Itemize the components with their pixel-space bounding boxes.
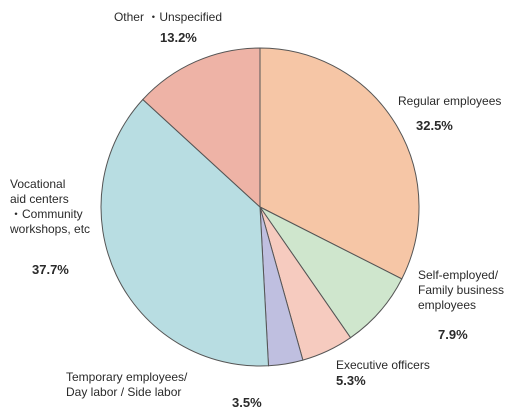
label-executive-officers: Executive officers: [336, 358, 430, 372]
label-vocational-aid: Vocational aid centers ・Community worksh…: [10, 177, 91, 236]
value-vocational-aid: 37.7%: [32, 262, 69, 277]
value-self-employed: 7.9%: [438, 327, 468, 342]
value-other-unspecified: 13.2%: [160, 30, 197, 45]
pie-slice-4: [100, 98, 270, 367]
label-temporary-employees: Temporary employees/ Day labor / Side la…: [66, 370, 188, 399]
label-regular-employees: Regular employees: [398, 94, 502, 108]
value-executive-officers: 5.3%: [336, 373, 366, 388]
label-self-employed: Self-employed/ Family business employees: [418, 268, 505, 312]
pie-slice-0: [259, 47, 420, 280]
pie-slice-5: [142, 47, 261, 209]
value-regular-employees: 32.5%: [416, 118, 453, 133]
value-temporary-employees: 3.5%: [232, 395, 262, 410]
label-other-unspecified: Other ・Unspecified: [113, 10, 223, 24]
